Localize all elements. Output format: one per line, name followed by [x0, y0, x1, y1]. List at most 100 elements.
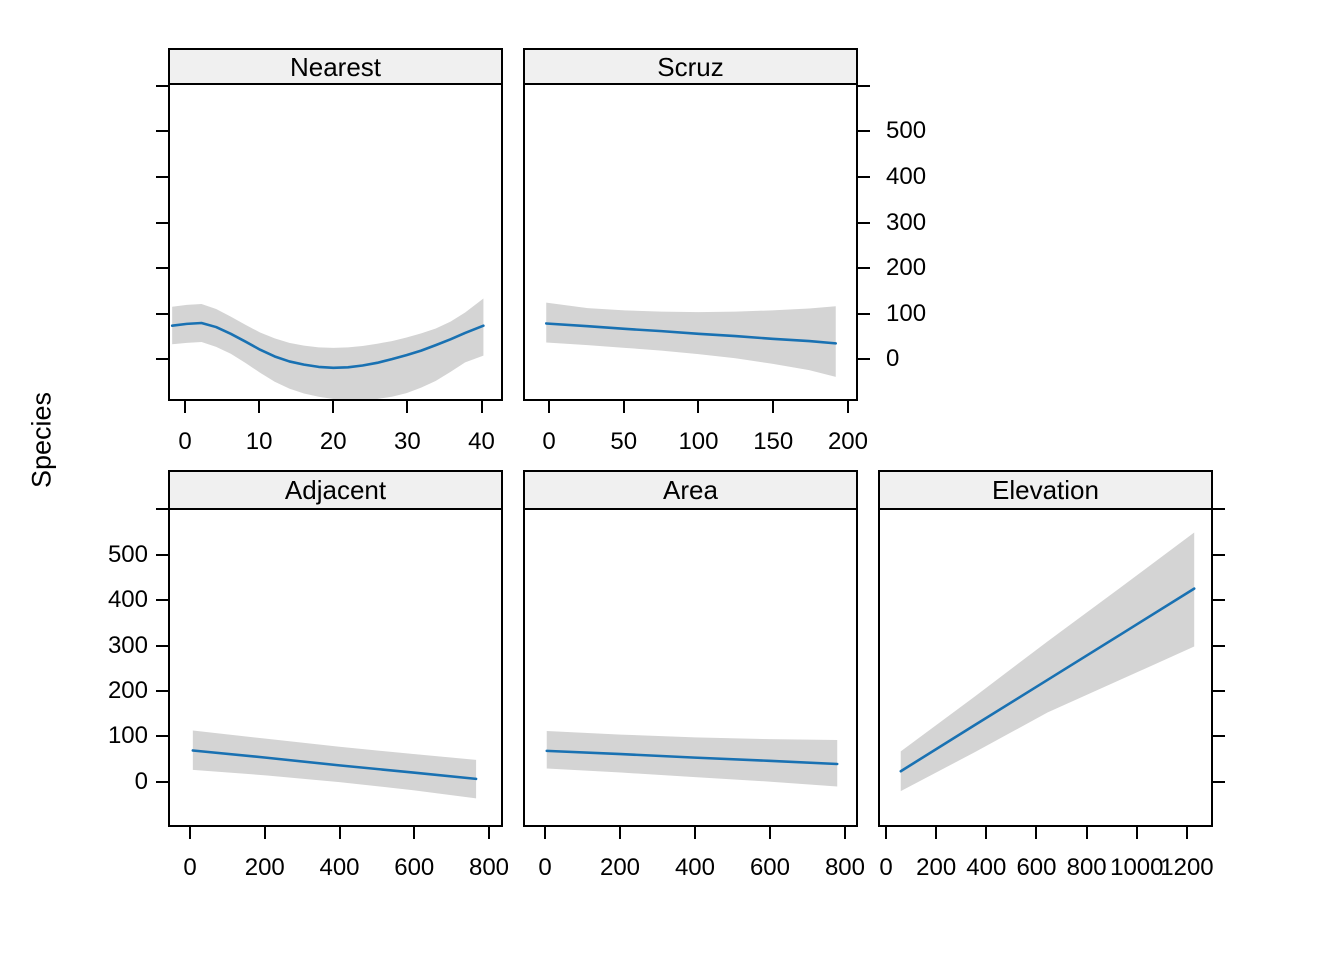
x-tick-label: 100	[678, 428, 719, 455]
x-tick-label: 800	[468, 854, 510, 881]
x-tick	[846, 401, 849, 413]
adjacent-fitted-line	[191, 749, 478, 781]
y-tick	[1213, 735, 1225, 738]
x-tick-label: 0	[538, 854, 552, 881]
x-tick-label: 400	[966, 854, 1007, 881]
y-tick-label: 400	[886, 162, 927, 190]
x-tick	[189, 827, 191, 839]
x-tick-label: 150	[753, 428, 794, 455]
x-tick	[1185, 827, 1188, 839]
panel-plot-elevation	[878, 510, 1213, 827]
elevation-fitted-line	[899, 587, 1196, 773]
x-tick-label: 200	[827, 428, 868, 455]
panel-strip-area: Area	[523, 470, 858, 510]
y-tick	[156, 175, 168, 178]
y-tick	[858, 267, 870, 270]
x-tick	[985, 827, 988, 839]
y-tick-label: 500	[107, 540, 148, 568]
area-fitted-line	[545, 749, 839, 766]
panel-plot-scruz	[523, 85, 858, 401]
x-tick	[693, 827, 696, 839]
y-tick	[156, 358, 168, 361]
x-tick	[413, 827, 416, 839]
x-tick	[338, 827, 341, 839]
x-tick	[406, 401, 409, 413]
x-tick	[1135, 827, 1138, 839]
y-tick	[858, 358, 870, 361]
y-tick-label: 400	[107, 586, 148, 614]
x-tick	[488, 827, 491, 839]
y-tick	[1213, 644, 1225, 647]
x-tick-label: 600	[749, 854, 790, 881]
y-tick	[156, 267, 168, 270]
y-tick-label: 100	[107, 722, 148, 750]
y-tick	[858, 84, 870, 87]
y-tick	[156, 690, 168, 692]
panel-title-scruz: Scruz	[657, 51, 724, 82]
x-tick	[544, 827, 546, 839]
adjacent-fit-curve	[191, 730, 478, 799]
panel-title-area: Area	[663, 475, 718, 505]
scruz-fitted-line	[544, 322, 838, 345]
x-tick-label: 40	[468, 428, 495, 455]
x-tick-label: 1000	[1110, 854, 1164, 881]
y-tick-label: 500	[886, 117, 927, 145]
y-tick	[156, 553, 168, 556]
x-tick	[1035, 827, 1038, 839]
y-tick	[858, 312, 870, 315]
x-tick-label: 30	[394, 428, 421, 455]
y-tick	[156, 735, 168, 738]
y-tick-label: 300	[107, 631, 148, 659]
y-tick	[858, 221, 870, 224]
x-tick	[935, 827, 938, 839]
x-tick-label: 800	[824, 854, 865, 881]
x-tick-label: 200	[599, 854, 641, 881]
y-tick	[156, 84, 168, 87]
y-tick-label: 200	[107, 677, 148, 704]
x-tick-label: 800	[1066, 854, 1107, 881]
y-tick	[1213, 690, 1225, 692]
x-tick	[697, 401, 700, 413]
x-tick	[619, 827, 621, 839]
x-tick	[548, 401, 550, 413]
x-tick-label: 400	[319, 854, 360, 881]
x-tick-label: 200	[244, 854, 285, 881]
elevation-fit-curve	[899, 532, 1196, 792]
x-tick	[1085, 827, 1088, 839]
y-axis-title: Species	[26, 391, 57, 489]
y-tick-label: 200	[886, 254, 927, 282]
x-tick	[332, 401, 335, 413]
x-tick-label: 600	[394, 854, 435, 881]
x-tick	[772, 401, 775, 413]
x-tick-label: 400	[674, 854, 715, 881]
panel-strip-scruz: Scruz	[523, 48, 858, 85]
nearest-fit-curve	[170, 298, 485, 399]
nearest-confidence-band	[172, 298, 484, 399]
x-tick	[768, 827, 771, 839]
panel-plot-adjacent	[168, 510, 503, 827]
scruz-confidence-band	[546, 302, 836, 377]
panel-strip-adjacent: Adjacent	[168, 470, 503, 510]
x-tick-label: 600	[1016, 854, 1057, 881]
x-tick	[184, 401, 187, 413]
x-tick-label: 0	[183, 854, 197, 881]
y-tick	[156, 508, 168, 511]
x-tick	[622, 401, 625, 413]
y-tick	[1213, 599, 1225, 602]
scruz-fit-curve	[544, 302, 838, 377]
x-tick	[843, 827, 846, 839]
y-tick	[156, 599, 168, 602]
y-tick	[156, 312, 168, 315]
y-tick-label: 300	[886, 208, 927, 236]
elevation-confidence-band	[900, 532, 1195, 792]
panel-title-adjacent: Adjacent	[284, 475, 387, 505]
panel-title-nearest: Nearest	[289, 51, 382, 82]
area-fit-curve	[545, 730, 839, 787]
nearest-fitted-line	[170, 321, 485, 370]
x-tick-label: 50	[610, 428, 638, 455]
x-tick-label: 1200	[1160, 854, 1214, 881]
y-tick	[156, 780, 168, 783]
y-tick-label: 0	[134, 767, 148, 795]
y-tick	[858, 175, 870, 178]
